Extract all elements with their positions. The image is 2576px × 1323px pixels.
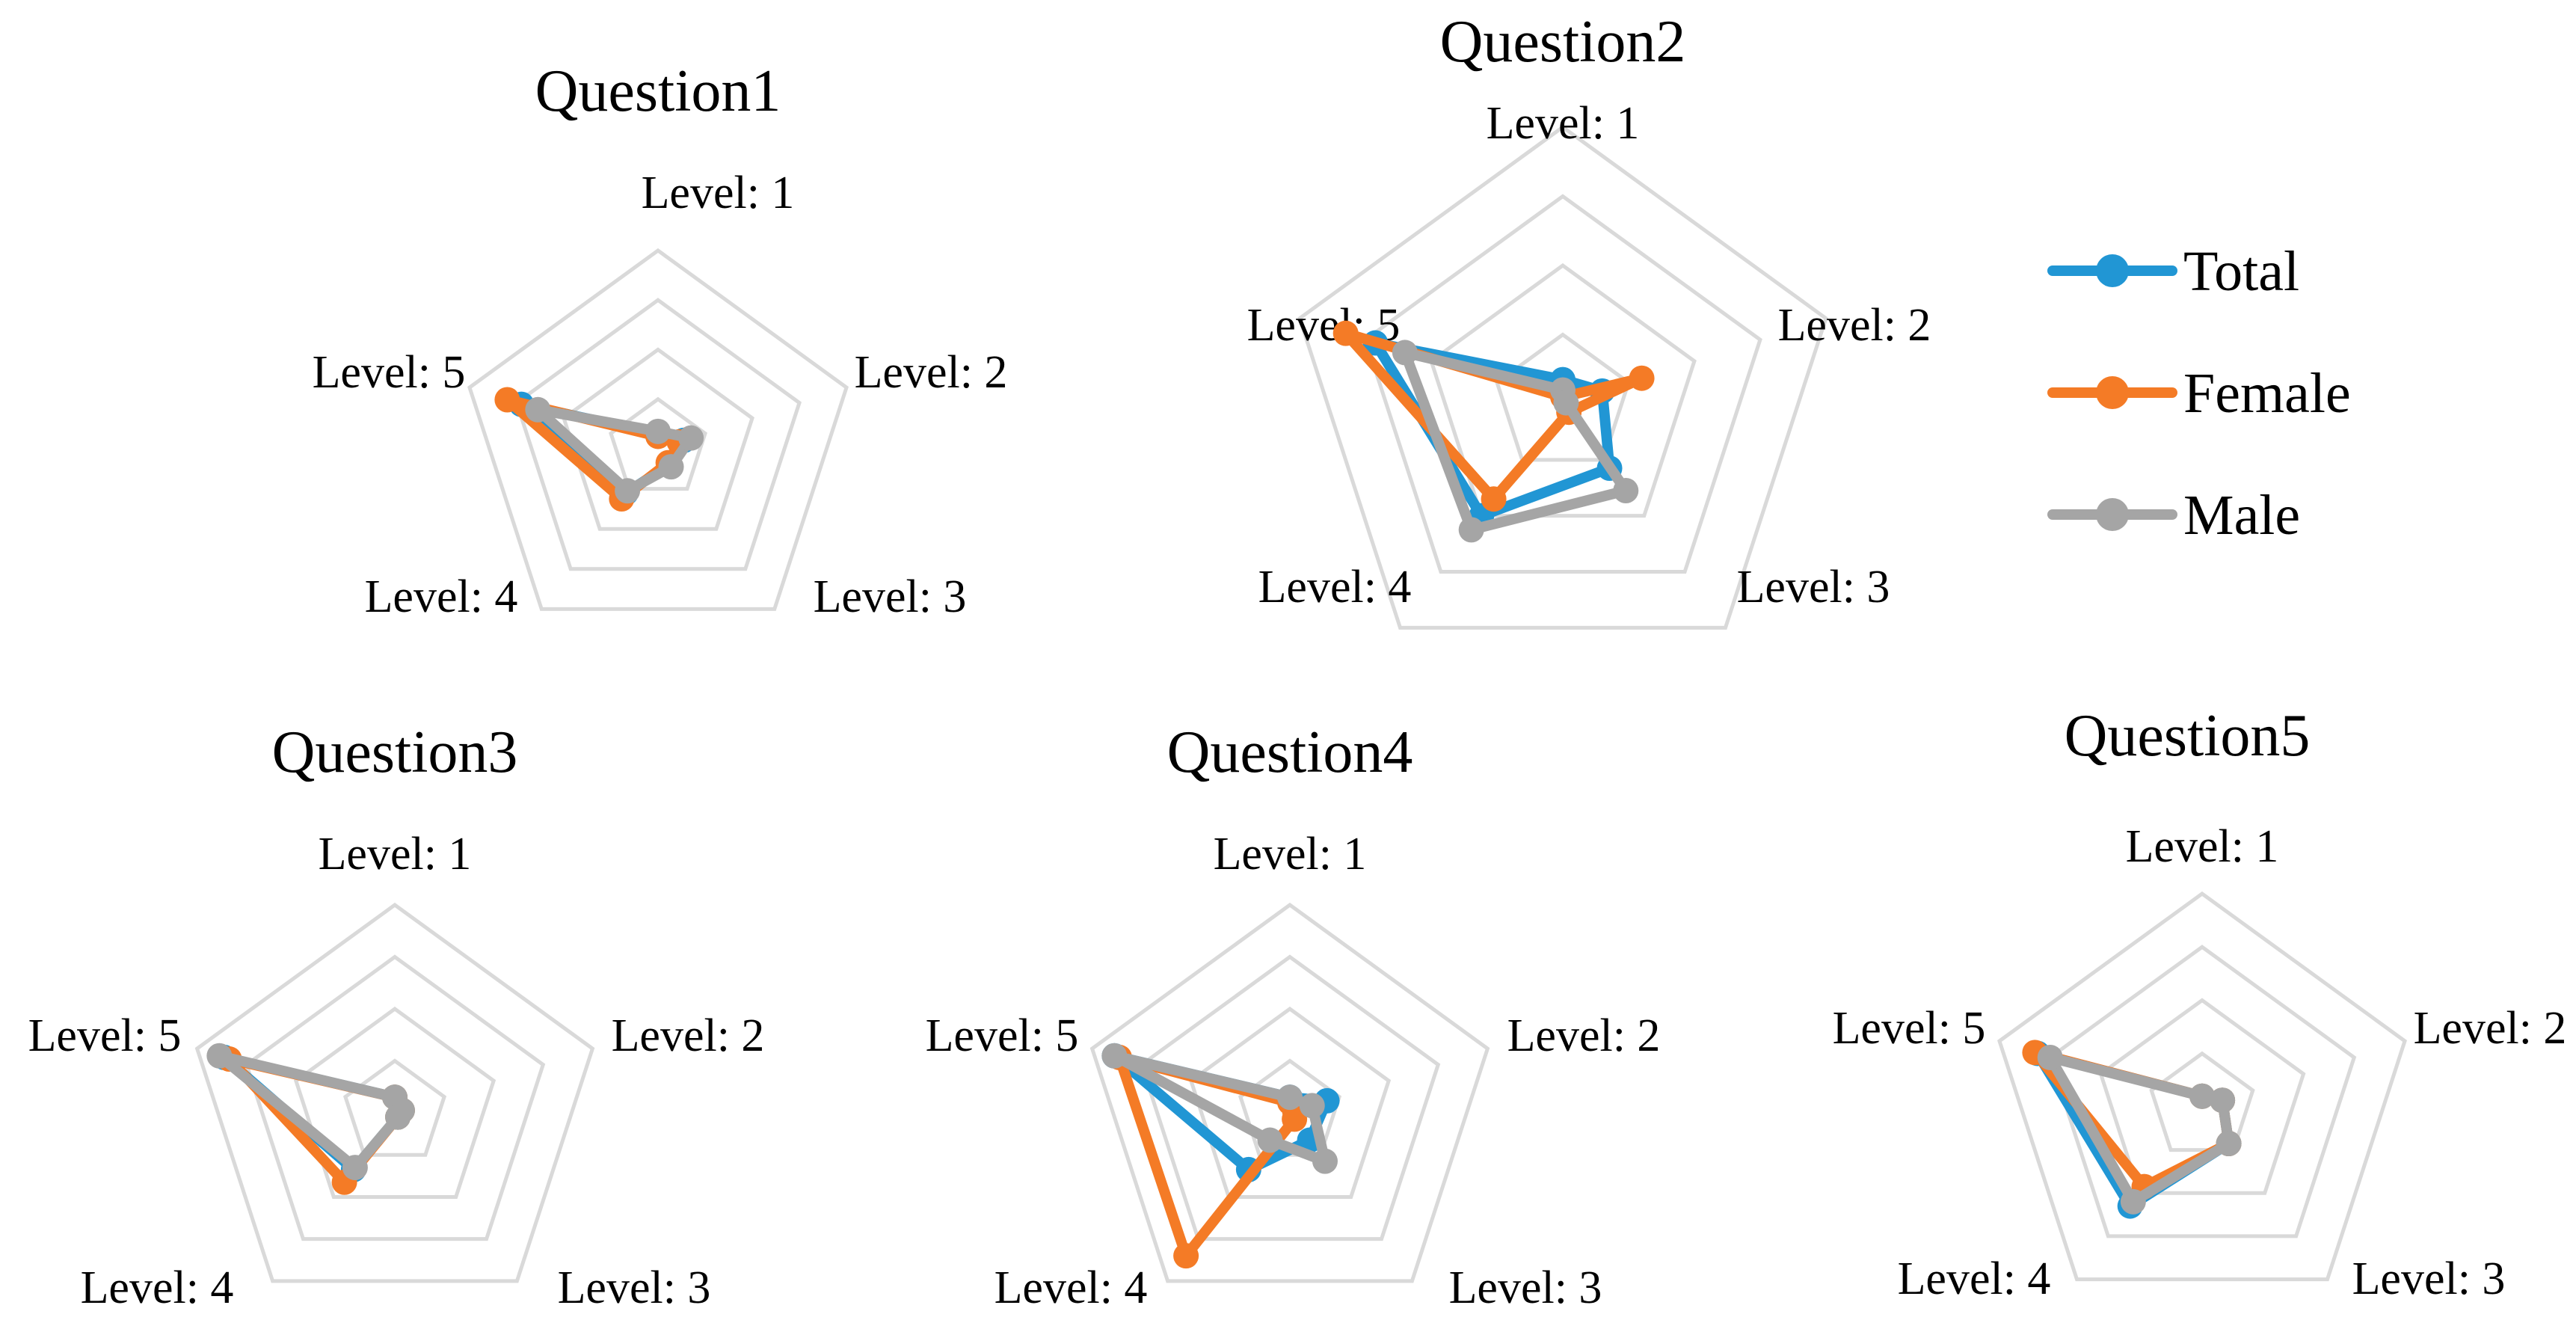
data-point <box>1299 1093 1325 1119</box>
data-point <box>1312 1148 1338 1174</box>
data-point <box>1277 1084 1303 1111</box>
radar-chart-1: Question1 Level: 1 Level: 2 Level: 3 Level: … <box>313 58 1008 622</box>
axis-label: Level: 4 <box>81 1262 234 1313</box>
data-point <box>1257 1127 1283 1153</box>
legend-item-total: Total <box>2047 240 2299 303</box>
legend-label: Male <box>2183 484 2300 547</box>
grid-ring <box>1188 1006 1392 1199</box>
axis-label: Level: 1 <box>1214 829 1367 880</box>
grid-ring <box>2047 945 2357 1238</box>
axis-label: Level: 4 <box>995 1262 1148 1313</box>
axis-label: Level: 1 <box>1487 98 1640 149</box>
axis-label: Level: 4 <box>365 571 518 622</box>
axis-label: Level: 1 <box>319 829 472 880</box>
data-point <box>1553 390 1579 416</box>
axis-label: Level: 3 <box>814 571 967 622</box>
chart-title: Question3 <box>272 719 518 785</box>
grid-ring <box>514 298 802 571</box>
axis-label: Level: 2 <box>2414 1003 2567 1054</box>
series-male <box>2037 1044 2242 1215</box>
grid-ring <box>1997 891 2407 1282</box>
data-point <box>1332 320 1359 346</box>
axis-label: Level: 3 <box>1449 1262 1602 1313</box>
data-point <box>2216 1130 2242 1156</box>
axis-label: Level: 1 <box>2126 821 2279 872</box>
legend-label: Female <box>2183 362 2351 425</box>
series-male <box>206 1043 415 1181</box>
legend-marker <box>2096 254 2129 287</box>
data-point <box>1392 340 1418 366</box>
axis-label: Level: 5 <box>1833 1003 1986 1054</box>
data-point <box>645 418 671 444</box>
series-female <box>1332 320 1655 512</box>
series-male <box>525 396 704 504</box>
axis-label: Level: 5 <box>926 1010 1079 1061</box>
grid-ring <box>2098 998 2306 1195</box>
legend: Total Female Male <box>2047 240 2351 547</box>
legend-marker <box>2096 376 2129 409</box>
data-point <box>525 396 551 423</box>
data-point <box>2120 1188 2146 1215</box>
data-point <box>615 478 641 504</box>
axis-label: Level: 2 <box>1507 1010 1661 1061</box>
series-line <box>1340 328 1647 505</box>
grid-ring <box>293 1006 497 1199</box>
legend-marker <box>2096 498 2129 531</box>
series-male <box>1392 340 1639 543</box>
data-point <box>1481 486 1507 512</box>
grid-ring <box>562 347 754 531</box>
data-point <box>2037 1044 2063 1070</box>
series-female <box>494 387 692 512</box>
data-point <box>2210 1087 2236 1114</box>
axis-label: Level: 5 <box>28 1010 182 1061</box>
data-point <box>1282 1106 1308 1132</box>
grid-ring <box>1139 954 1441 1241</box>
grid-ring <box>194 902 595 1283</box>
series-male <box>1101 1043 1338 1174</box>
axis-label: Level: 3 <box>1737 562 1890 613</box>
grid-ring <box>1297 124 1828 630</box>
data-point <box>678 425 704 451</box>
radar-chart-3: Question3 Level: 1 Level: 2 Level: 3 Level: … <box>28 719 765 1313</box>
radar-chart-2: Question2 Level: 1 Level: 2 Level: 3 Level: … <box>1247 9 1931 630</box>
data-point <box>1101 1043 1128 1069</box>
axis-label: Level: 3 <box>2352 1253 2506 1304</box>
axis-label: Level: 2 <box>612 1010 765 1061</box>
data-point <box>494 387 520 413</box>
legend-label: Total <box>2183 240 2299 303</box>
chart-title: Question1 <box>535 58 781 124</box>
data-point <box>658 454 684 480</box>
data-point <box>342 1155 368 1181</box>
radar-chart-5: Question5 Level: 1 Level: 2 Level: 3 Level: … <box>1833 703 2567 1304</box>
axis-label: Level: 1 <box>642 168 795 218</box>
radar-chart-4: Question4 Level: 1 Level: 2 Level: 3 Level: … <box>926 719 1661 1313</box>
chart-title: Question5 <box>2065 703 2311 769</box>
data-point <box>206 1043 233 1069</box>
grid-ring <box>1089 902 1490 1283</box>
axis-label: Level: 2 <box>1778 300 1931 351</box>
grid-ring <box>1429 263 1697 518</box>
axis-label: Level: 4 <box>1258 562 1412 613</box>
legend-item-female: Female <box>2047 362 2351 425</box>
axis-label: Level: 4 <box>1898 1253 2051 1304</box>
axis-label: Level: 5 <box>313 347 466 398</box>
grid-ring <box>467 248 849 611</box>
data-point <box>1458 517 1484 543</box>
legend-item-male: Male <box>2047 484 2300 547</box>
chart-title: Question4 <box>1167 719 1413 785</box>
axis-label: Level: 2 <box>855 347 1008 398</box>
grid-ring <box>1363 194 1762 574</box>
data-point <box>1613 477 1639 503</box>
grid-ring <box>244 954 546 1241</box>
axis-label: Level: 3 <box>558 1262 711 1313</box>
data-point <box>2189 1083 2215 1109</box>
data-point <box>1629 365 1655 391</box>
data-point <box>385 1104 411 1130</box>
data-point <box>1173 1243 1199 1269</box>
chart-title: Question2 <box>1440 9 1686 75</box>
